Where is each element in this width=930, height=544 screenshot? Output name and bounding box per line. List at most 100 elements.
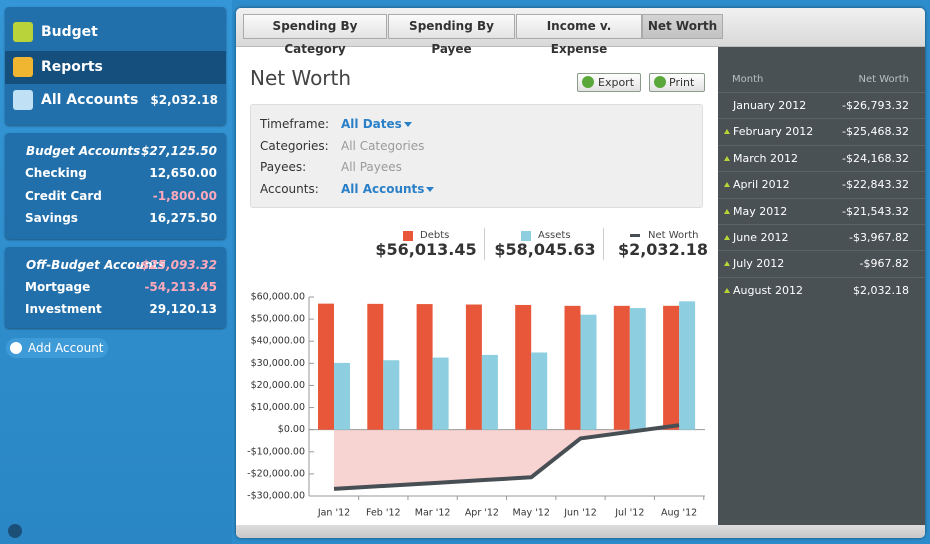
net-worth-area bbox=[334, 425, 680, 489]
export-button[interactable]: Export bbox=[577, 73, 641, 92]
y-tick-label: $40,000.00 bbox=[251, 336, 305, 347]
nav-panel: Budget Reports All Accounts $2,032.18 bbox=[5, 7, 226, 125]
account-row[interactable]: Savings 16,275.50 bbox=[5, 207, 226, 229]
bar bbox=[481, 354, 498, 430]
legend-swatch bbox=[630, 234, 640, 237]
budget-accounts-panel: Budget Accounts $27,125.50 Checking 12,650… bbox=[5, 133, 226, 239]
filter-value[interactable]: All Accounts bbox=[341, 182, 435, 196]
y-tick-label: $50,000.00 bbox=[251, 314, 305, 325]
y-tick-label: $20,000.00 bbox=[251, 380, 305, 391]
account-amount: -1,800.00 bbox=[152, 189, 217, 203]
account-row[interactable]: Credit Card -1,800.00 bbox=[5, 185, 226, 207]
account-name: Savings bbox=[25, 211, 78, 225]
account-row[interactable]: Checking 12,650.00 bbox=[5, 162, 226, 184]
y-tick-label: -$20,000.00 bbox=[247, 468, 305, 479]
filter-label: Accounts: bbox=[260, 182, 319, 196]
bar bbox=[580, 314, 597, 430]
x-tick-label: Feb '12 bbox=[366, 508, 401, 519]
x-tick-label: Aug '12 bbox=[661, 508, 697, 519]
x-tick-label: Mar '12 bbox=[415, 508, 451, 519]
nav-label: Budget bbox=[41, 24, 98, 40]
x-tick-label: Jun '12 bbox=[563, 508, 597, 519]
y-tick-label: $60,000.00 bbox=[251, 292, 305, 303]
y-tick-label: -$30,000.00 bbox=[247, 491, 305, 502]
off-budget-panel: Off-Budget Accounts -$25,093.32 Mortgage -… bbox=[5, 247, 226, 328]
account-name: Investment bbox=[25, 302, 102, 316]
group-header[interactable]: Budget Accounts $27,125.50 bbox=[5, 140, 226, 162]
month-cell: March 2012 bbox=[733, 151, 799, 165]
button-label: Export bbox=[598, 76, 635, 89]
button-label: Print bbox=[669, 76, 695, 89]
summary-value: $58,045.63 bbox=[494, 240, 596, 259]
nav-reports[interactable]: Reports bbox=[5, 51, 226, 84]
bar bbox=[432, 357, 449, 430]
add-account-button[interactable]: Add Account bbox=[6, 338, 108, 358]
tab[interactable]: Spending By Category bbox=[243, 14, 387, 56]
nav-all-accounts[interactable]: All Accounts $2,032.18 bbox=[5, 84, 226, 116]
group-title: Budget Accounts bbox=[26, 144, 141, 158]
bar bbox=[663, 305, 680, 430]
bar bbox=[629, 308, 646, 430]
bar bbox=[367, 303, 384, 430]
bottom-bar bbox=[236, 525, 925, 538]
legend-swatch bbox=[521, 231, 531, 241]
net-worth-cell: -$967.82 bbox=[859, 257, 909, 271]
table-row: February 2012 -$25,468.32 bbox=[718, 118, 925, 145]
month-cell: May 2012 bbox=[733, 204, 788, 218]
legend-swatch bbox=[403, 231, 413, 241]
y-tick-label: -$10,000.00 bbox=[247, 446, 305, 457]
print-button[interactable]: Print bbox=[649, 73, 705, 92]
group-title: Off-Budget Accounts bbox=[26, 258, 166, 272]
y-tick-label: $10,000.00 bbox=[251, 402, 305, 413]
month-cell: April 2012 bbox=[733, 178, 790, 192]
month-cell: June 2012 bbox=[733, 231, 789, 244]
net-worth-line bbox=[333, 423, 680, 491]
x-tick-label: May '12 bbox=[513, 508, 550, 519]
filter-value[interactable]: All Payees bbox=[341, 160, 402, 174]
table-row: June 2012 -$3,967.82 bbox=[718, 224, 925, 251]
legend-label: Debts bbox=[420, 230, 450, 241]
sidebar: Budget Reports All Accounts $2,032.18 Bud… bbox=[0, 0, 232, 544]
tab[interactable]: Income v. Expense bbox=[516, 14, 642, 56]
account-name: Credit Card bbox=[25, 189, 102, 203]
month-cell: February 2012 bbox=[733, 125, 814, 139]
report-title: Net Worth bbox=[250, 66, 352, 90]
group-header[interactable]: Off-Budget Accounts -$25,093.32 bbox=[5, 254, 226, 276]
account-row[interactable]: Mortgage -54,213.45 bbox=[5, 276, 226, 298]
y-tick-label: $0.00 bbox=[278, 424, 305, 435]
bar bbox=[318, 303, 334, 430]
filter-label: Payees: bbox=[260, 160, 307, 174]
net-worth-cell: -$22,843.32 bbox=[842, 178, 909, 192]
account-row[interactable]: Investment 29,120.13 bbox=[5, 298, 226, 320]
table-row: May 2012 -$21,543.32 bbox=[718, 197, 925, 225]
bar bbox=[515, 304, 532, 430]
table-row: August 2012 $2,032.18 bbox=[718, 276, 925, 304]
net-worth-cell: -$21,543.32 bbox=[842, 204, 909, 218]
x-tick-label: Jan '12 bbox=[317, 508, 350, 519]
filter-value[interactable]: All Dates bbox=[341, 117, 412, 131]
x-tick-label: Apr '12 bbox=[465, 508, 499, 519]
legend-label: Assets bbox=[538, 230, 571, 241]
account-amount: 12,650.00 bbox=[149, 166, 217, 180]
legend-label: Net Worth bbox=[648, 230, 699, 241]
tab[interactable]: Spending By Payee bbox=[388, 14, 515, 56]
table-header: Net Worth bbox=[858, 74, 909, 85]
nav-budget[interactable]: Budget bbox=[5, 16, 226, 48]
net-worth-cell: -$24,168.32 bbox=[842, 151, 909, 165]
summary-value: $56,013.45 bbox=[375, 240, 477, 259]
group-total: $27,125.50 bbox=[141, 144, 217, 158]
add-account-label: Add Account bbox=[28, 341, 104, 355]
tab-active[interactable]: Net Worth bbox=[642, 14, 723, 39]
nav-label: All Accounts bbox=[41, 92, 139, 108]
group-total: -$25,093.32 bbox=[136, 258, 217, 272]
filter-value[interactable]: All Categories bbox=[341, 139, 425, 153]
y-tick-label: $30,000.00 bbox=[251, 358, 305, 369]
month-cell: July 2012 bbox=[733, 257, 785, 271]
bar bbox=[416, 304, 433, 430]
filter-label: Categories: bbox=[260, 139, 329, 153]
table-row: July 2012 -$967.82 bbox=[718, 250, 925, 277]
net-worth-cell: -$26,793.32 bbox=[842, 99, 909, 112]
table-row: April 2012 -$22,843.32 bbox=[718, 171, 925, 198]
account-name: Mortgage bbox=[25, 280, 91, 294]
